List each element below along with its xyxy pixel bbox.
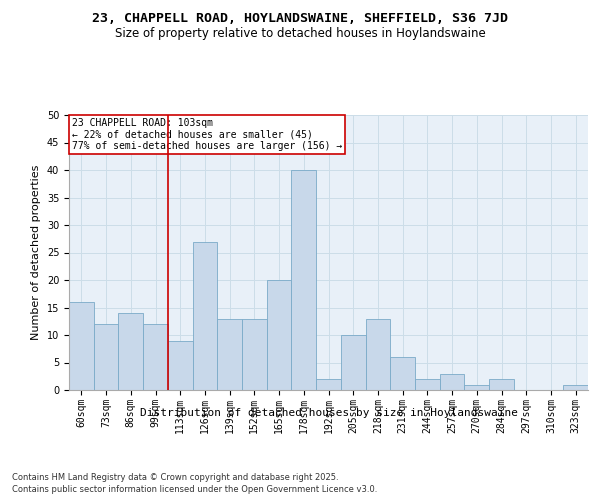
Y-axis label: Number of detached properties: Number of detached properties: [31, 165, 41, 340]
Bar: [94, 324, 118, 390]
Bar: [193, 242, 217, 390]
Bar: [118, 313, 143, 390]
Bar: [316, 379, 341, 390]
Text: Size of property relative to detached houses in Hoylandswaine: Size of property relative to detached ho…: [115, 28, 485, 40]
Bar: [217, 318, 242, 390]
Text: Distribution of detached houses by size in Hoylandswaine: Distribution of detached houses by size …: [140, 408, 518, 418]
Bar: [440, 374, 464, 390]
Bar: [267, 280, 292, 390]
Bar: [69, 302, 94, 390]
Bar: [143, 324, 168, 390]
Bar: [242, 318, 267, 390]
Bar: [341, 335, 365, 390]
Bar: [563, 384, 588, 390]
Bar: [415, 379, 440, 390]
Bar: [489, 379, 514, 390]
Text: Contains public sector information licensed under the Open Government Licence v3: Contains public sector information licen…: [12, 485, 377, 494]
Text: 23, CHAPPELL ROAD, HOYLANDSWAINE, SHEFFIELD, S36 7JD: 23, CHAPPELL ROAD, HOYLANDSWAINE, SHEFFI…: [92, 12, 508, 26]
Bar: [464, 384, 489, 390]
Text: 23 CHAPPELL ROAD: 103sqm
← 22% of detached houses are smaller (45)
77% of semi-d: 23 CHAPPELL ROAD: 103sqm ← 22% of detach…: [71, 118, 342, 151]
Bar: [390, 357, 415, 390]
Bar: [292, 170, 316, 390]
Text: Contains HM Land Registry data © Crown copyright and database right 2025.: Contains HM Land Registry data © Crown c…: [12, 472, 338, 482]
Bar: [365, 318, 390, 390]
Bar: [168, 340, 193, 390]
